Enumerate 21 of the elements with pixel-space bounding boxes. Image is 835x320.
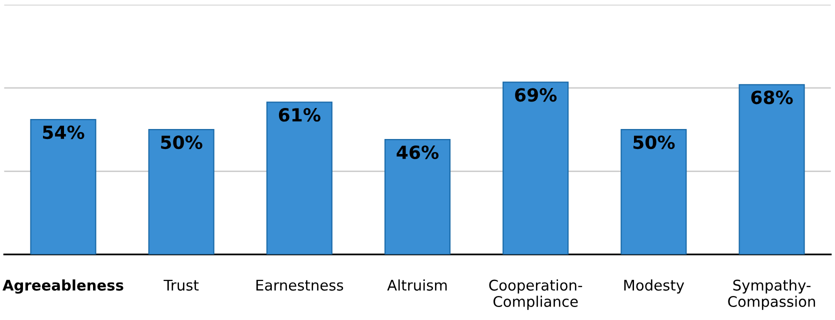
- bar: [30, 119, 96, 254]
- bar: [738, 84, 805, 254]
- bar: [266, 102, 332, 254]
- x-tick-label: Earnestness: [256, 280, 344, 291]
- x-tick-label: Altruism: [387, 279, 447, 291]
- data-label: 68%: [751, 90, 793, 104]
- data-label: 61%: [278, 108, 320, 122]
- bar: [620, 129, 687, 254]
- x-tick-label: Cooperation- Compliance: [489, 279, 582, 310]
- x-tick-label: Sympathy- Compassion: [728, 279, 815, 310]
- bar: [148, 129, 214, 254]
- x-tick-label: Agreeableness: [2, 279, 124, 294]
- data-label: 69%: [515, 88, 557, 102]
- data-label: 50%: [161, 135, 202, 150]
- data-label: 50%: [633, 135, 675, 150]
- x-tick-label: Modesty: [624, 279, 684, 294]
- data-label: 46%: [396, 145, 439, 160]
- bar: [502, 82, 569, 254]
- data-label: 54%: [43, 125, 84, 140]
- bar: [384, 139, 451, 254]
- x-tick-label: Trust: [164, 280, 199, 291]
